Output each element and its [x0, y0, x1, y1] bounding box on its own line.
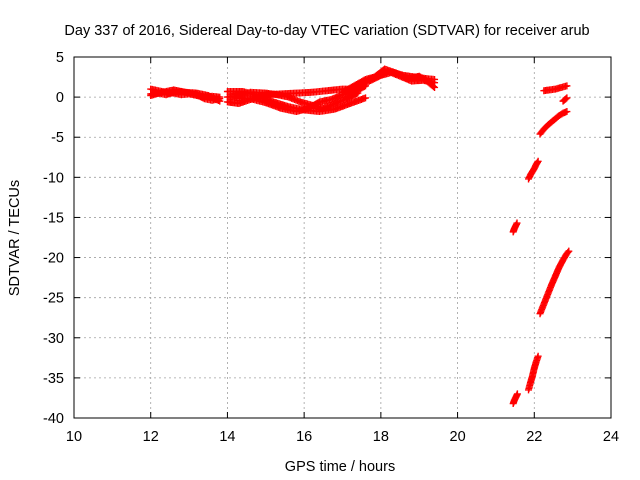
- y-tick-label: -5: [51, 130, 64, 146]
- y-tick-label: -20: [43, 251, 64, 267]
- data-marks: [147, 65, 573, 408]
- y-tick-label: -10: [43, 170, 64, 186]
- data-point: [563, 82, 571, 90]
- data-point: [534, 352, 542, 360]
- data-point: [565, 247, 573, 255]
- data-point: [534, 157, 542, 165]
- data-point: [429, 83, 437, 91]
- x-tick-label: 16: [296, 429, 312, 445]
- y-tick-label: -25: [43, 291, 64, 307]
- x-tick-label: 18: [373, 429, 389, 445]
- x-tick-label: 22: [526, 429, 542, 445]
- data-point: [563, 108, 571, 116]
- data-point: [216, 97, 224, 105]
- data-series: [525, 157, 542, 183]
- data-series: [509, 219, 521, 236]
- data-series: [536, 247, 573, 318]
- data-series: [525, 352, 542, 394]
- x-tick-label: 14: [219, 429, 235, 445]
- grid: [74, 57, 611, 418]
- chart-title: Day 337 of 2016, Sidereal Day-to-day VTE…: [64, 23, 589, 39]
- data-point: [513, 219, 521, 227]
- x-tick-label: 10: [66, 429, 82, 445]
- y-tick-label: -40: [43, 411, 64, 427]
- data-point: [564, 248, 572, 256]
- axes: 10 12 14 16 18 20 22 24 5 0 -5 -10 -15 -20 -25 -30 -35 -4…: [43, 50, 619, 445]
- x-tick-label: 24: [603, 429, 619, 445]
- data-point: [562, 95, 570, 103]
- data-series: [346, 65, 439, 93]
- y-tick-label: -15: [43, 210, 64, 226]
- data-series: [509, 390, 521, 408]
- y-tick-label: -35: [43, 371, 64, 387]
- x-axis-label: GPS time / hours: [285, 459, 395, 475]
- data-point: [563, 94, 571, 102]
- data-series: [147, 86, 224, 105]
- data-series: [559, 94, 571, 105]
- data-point: [513, 390, 521, 398]
- data-series: [536, 108, 571, 138]
- y-axis-label: SDTVAR / TECUs: [7, 180, 23, 296]
- data-point: [431, 83, 439, 91]
- y-tick-label: -30: [43, 331, 64, 347]
- y-tick-label: 0: [56, 90, 64, 106]
- data-series: [540, 82, 571, 95]
- plot-frame: [73, 56, 612, 419]
- x-tick-label: 20: [450, 429, 466, 445]
- data-point: [362, 94, 370, 102]
- y-tick-label: 5: [56, 50, 64, 66]
- x-tick-label: 12: [143, 429, 159, 445]
